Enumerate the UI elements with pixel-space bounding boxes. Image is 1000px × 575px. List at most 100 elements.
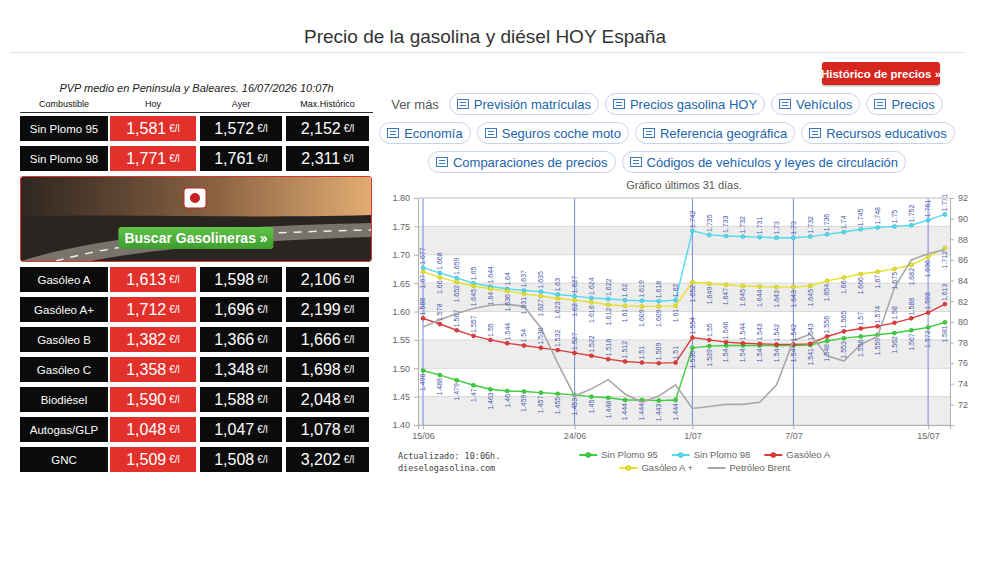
icon-lines xyxy=(439,161,445,164)
price-value: 2,311 xyxy=(301,150,340,168)
link-text[interactable]: Recursos educativos xyxy=(826,126,947,141)
link-pill[interactable]: Economía xyxy=(379,122,471,144)
legend-label: Gasóleo A xyxy=(786,449,830,460)
data-label: 1.627 xyxy=(571,276,578,294)
fuel-cell: Gasóleo A xyxy=(20,267,108,292)
data-label: 1.643 xyxy=(773,290,780,308)
tick-mark xyxy=(950,301,954,302)
tick-label: 92 xyxy=(958,193,968,203)
link-text[interactable]: Comparaciones de precios xyxy=(453,155,608,170)
link-pill[interactable]: Previsión matrículas xyxy=(449,93,599,115)
tick-label: 72 xyxy=(958,400,968,410)
history-button[interactable]: Histórico de precios » xyxy=(822,62,940,85)
data-label: 1.54 xyxy=(790,348,797,362)
price-cell: 1,078€/l xyxy=(286,417,369,442)
series-point xyxy=(455,328,459,332)
link-text[interactable]: Códigos de vehículos y leyes de circulac… xyxy=(647,155,898,170)
tick-mark xyxy=(692,425,693,429)
price-value: 1,358 xyxy=(126,361,166,379)
data-label: 1.62 xyxy=(571,303,578,317)
page-title: Precio de la gasolina y diésel HOY Españ… xyxy=(0,25,970,49)
link-text[interactable]: Precios xyxy=(891,97,934,112)
price-value: 1,048 xyxy=(126,421,166,439)
data-label: 1.748 xyxy=(874,207,881,225)
link-pill[interactable]: Recursos educativos xyxy=(801,122,955,144)
series-point xyxy=(539,290,543,294)
data-label: 1.57 xyxy=(857,312,864,326)
series-point xyxy=(859,334,863,338)
link-pill[interactable]: Referencia geográfica xyxy=(635,122,795,144)
price-unit: €/l xyxy=(257,364,268,375)
link-pill[interactable]: Códigos de vehículos y leyes de circulac… xyxy=(622,151,906,173)
link-pill[interactable]: Precios xyxy=(866,93,942,115)
data-label: 1.745 xyxy=(857,209,864,227)
data-label: 1.666 xyxy=(857,277,864,295)
data-label: 1.74 xyxy=(840,215,847,229)
icon-frame xyxy=(388,129,399,138)
price-value: 1,572 xyxy=(214,120,254,138)
tick-label: 24/06 xyxy=(564,431,587,441)
link-pill[interactable]: Seguros coche moto xyxy=(477,122,629,144)
tick-mark xyxy=(575,425,576,429)
data-label: 1.644 xyxy=(487,266,494,284)
data-label: 1.742 xyxy=(689,210,696,228)
title-rule xyxy=(10,52,965,53)
chart-title: Gráfico últimos 31 días. xyxy=(626,179,742,191)
tick-mark xyxy=(423,425,424,429)
series-point xyxy=(640,361,644,365)
fuel-name: Gasóleo C xyxy=(37,364,91,376)
data-label: 1.75 xyxy=(891,210,898,224)
data-label: 1.598 xyxy=(924,292,931,310)
y-axis-tick: 1.60 xyxy=(392,307,418,317)
x-axis-tick: 15/07 xyxy=(917,425,940,441)
tick-label: 88 xyxy=(958,235,968,245)
search-button[interactable]: Buscar Gasolineras » xyxy=(118,227,273,249)
price-unit: €/l xyxy=(169,304,180,315)
link-text[interactable]: Referencia geográfica xyxy=(660,126,787,141)
series-point xyxy=(606,357,610,361)
icon-frame xyxy=(643,129,654,138)
link-icon xyxy=(613,99,625,109)
link-text[interactable]: Precios gasolina HOY xyxy=(630,97,757,112)
banner[interactable]: Buscar Gasolineras » xyxy=(20,176,372,262)
price-cell: 1,598€/l xyxy=(200,267,282,292)
price-cell: 1,366€/l xyxy=(200,327,282,352)
price-cell: 1,761€/l xyxy=(200,146,282,171)
y2-axis-tick: 88 xyxy=(950,235,968,245)
legend-marker xyxy=(678,453,683,458)
data-label: 1.616 xyxy=(588,305,595,323)
series-point xyxy=(573,298,577,302)
link-text[interactable]: Vehículos xyxy=(796,97,852,112)
series-point xyxy=(522,344,526,348)
data-label: 1.543 xyxy=(807,323,814,341)
tick-mark xyxy=(414,340,418,341)
series-point xyxy=(775,342,779,346)
price-cell: 2,199€/l xyxy=(286,297,369,322)
data-label: 1.546 xyxy=(722,322,729,340)
series-point xyxy=(690,336,694,340)
series-point xyxy=(472,284,476,288)
link-text[interactable]: Economía xyxy=(404,126,463,141)
data-label: 1.54 xyxy=(756,348,763,362)
link-pill[interactable]: Comparaciones de precios xyxy=(428,151,616,173)
series-point xyxy=(892,321,896,325)
link-pill[interactable]: Vehículos xyxy=(771,93,860,115)
link-pill[interactable]: Precios gasolina HOY xyxy=(605,93,765,115)
series-point xyxy=(842,230,846,234)
price-unit: €/l xyxy=(257,304,268,315)
banner-ground xyxy=(21,215,371,261)
link-text[interactable]: Seguros coche moto xyxy=(502,126,621,141)
series-point xyxy=(859,272,863,276)
tick-label: 86 xyxy=(958,255,968,265)
link-text[interactable]: Previsión matrículas xyxy=(474,97,591,112)
tick-mark xyxy=(950,363,954,364)
fuel-cell: Sin Plomo 95 xyxy=(20,116,108,141)
data-label: 1.459 xyxy=(520,394,527,412)
data-label: 1.761 xyxy=(924,200,931,218)
price-unit: €/l xyxy=(169,424,180,435)
data-label: 1.588 xyxy=(908,298,915,316)
source-note: dieselogasolina.com xyxy=(398,463,495,473)
price-cell: 2,106€/l xyxy=(286,267,369,292)
price-cell: 1,048€/l xyxy=(110,417,196,442)
tick-mark xyxy=(950,219,954,220)
